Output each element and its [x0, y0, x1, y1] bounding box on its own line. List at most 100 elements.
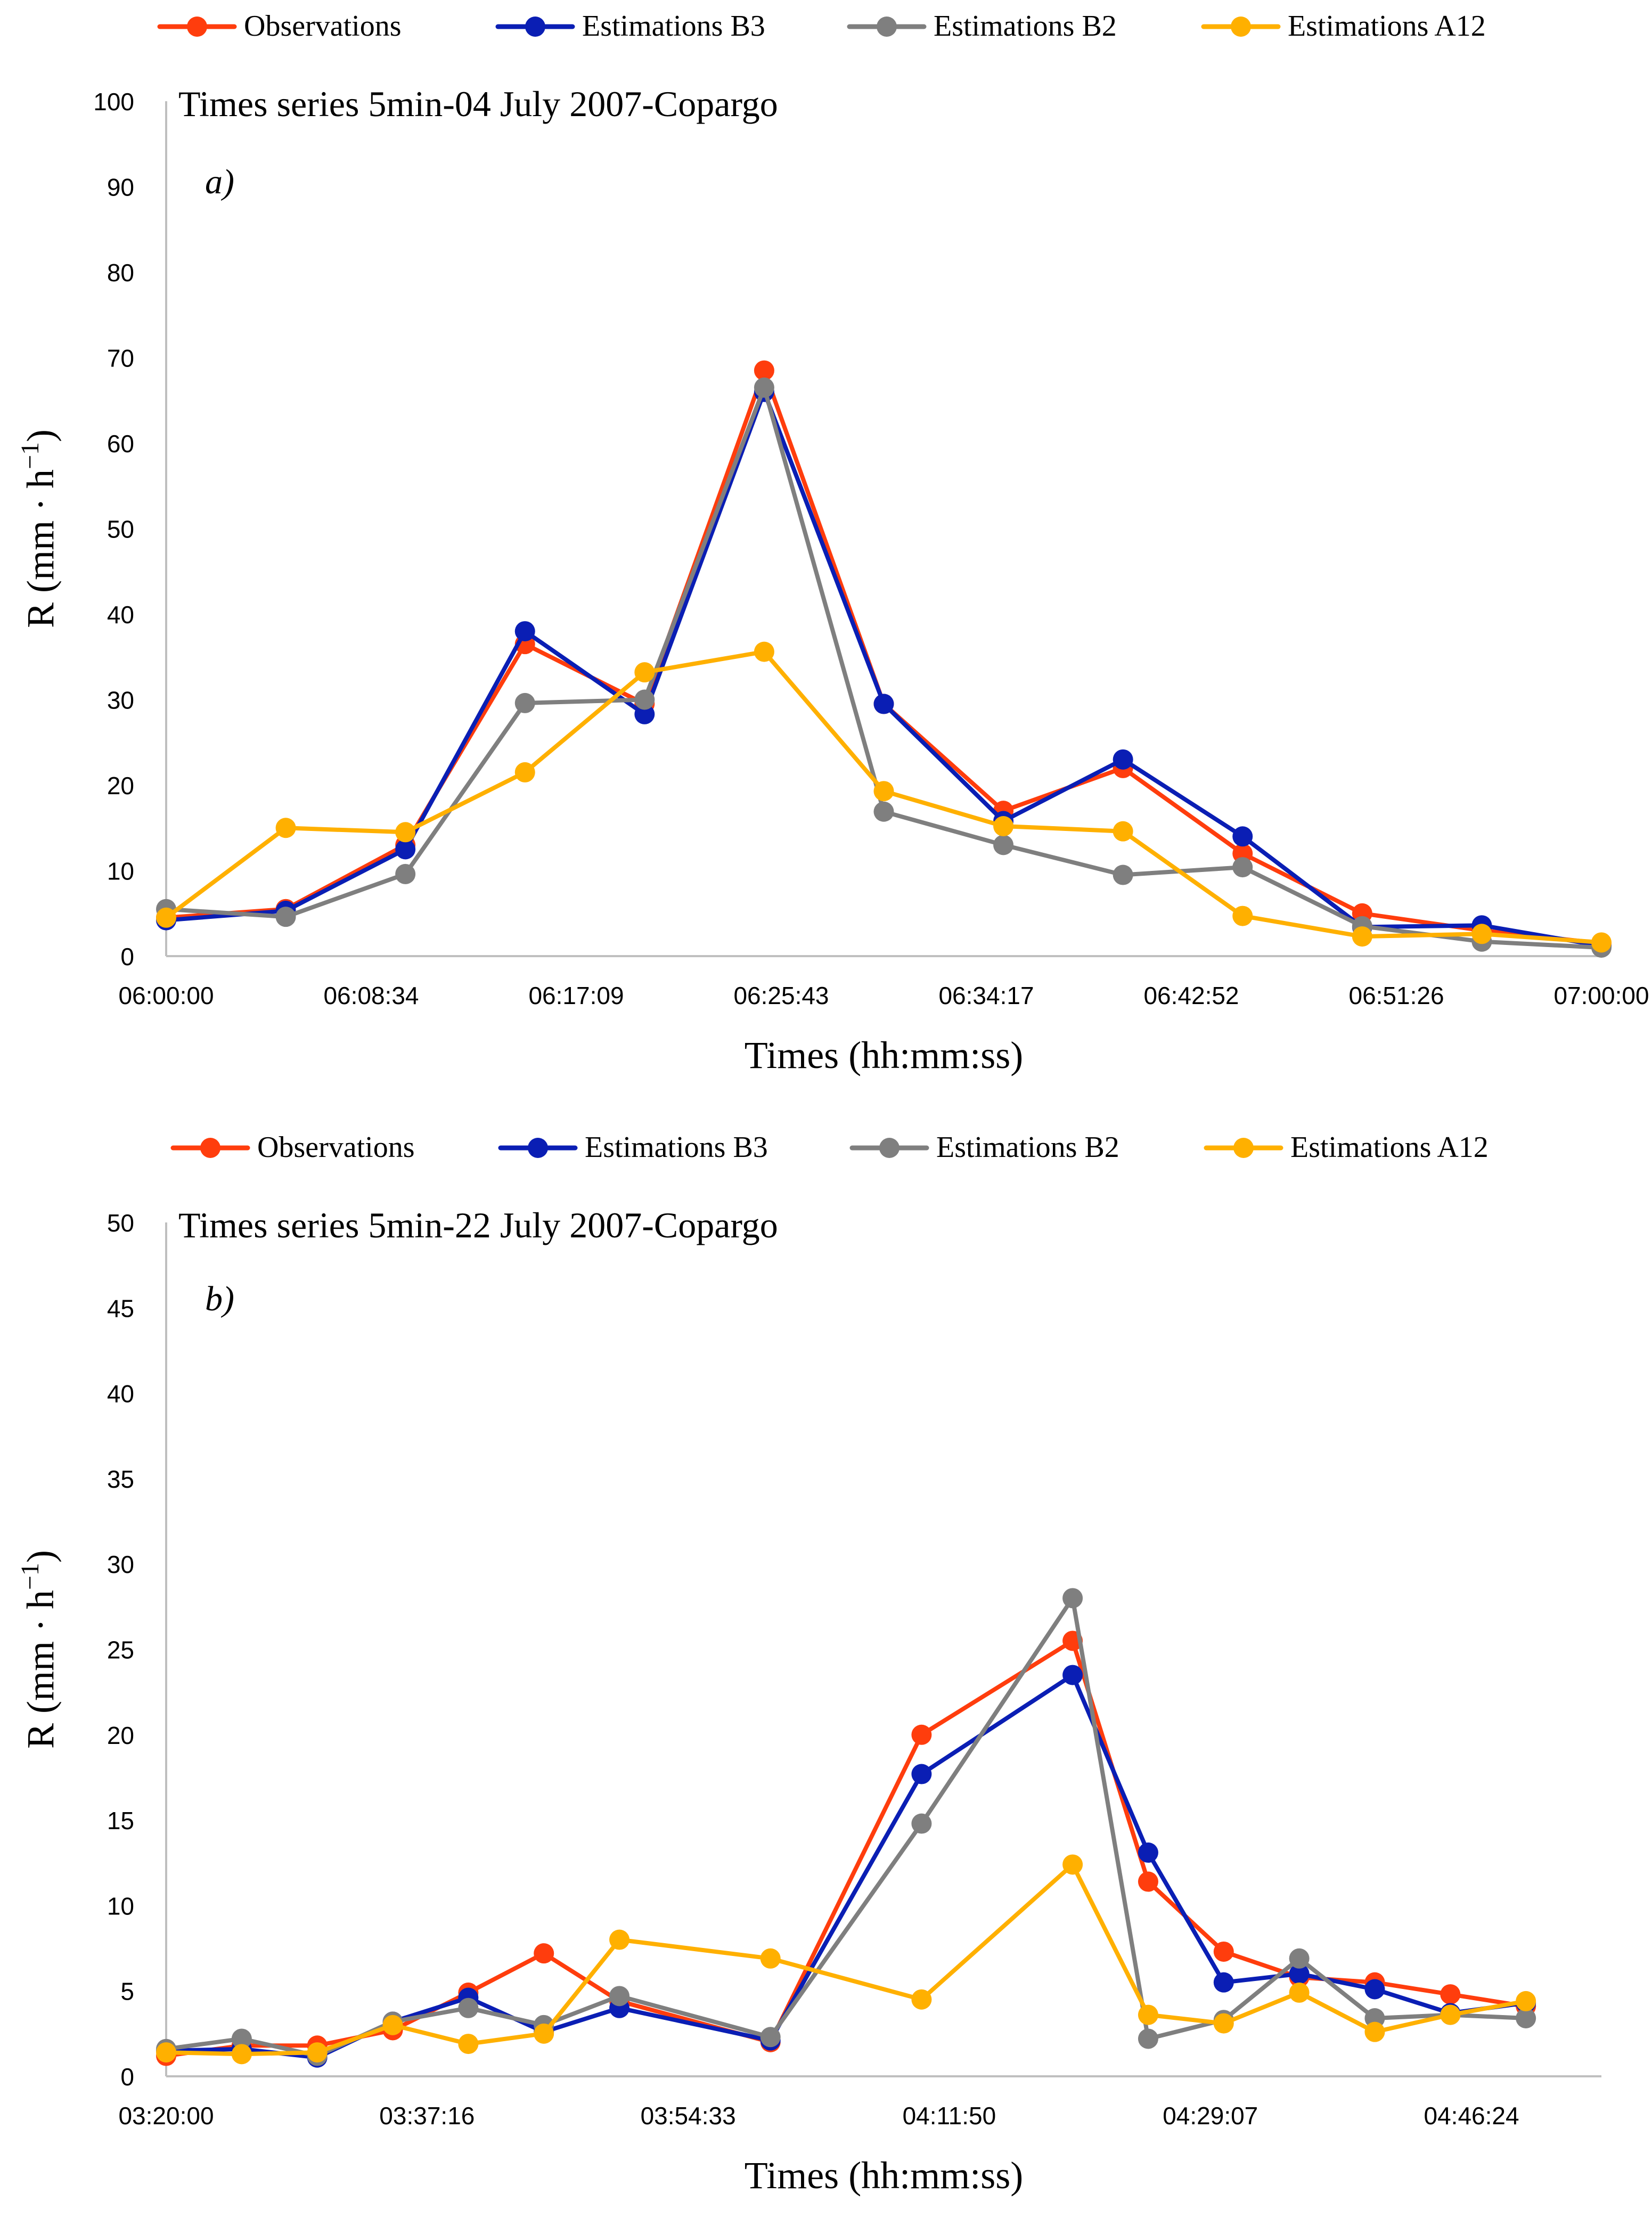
x-tick-label: 04:46:24 [1424, 2102, 1519, 2130]
legend-label: Estimations A12 [1290, 1131, 1489, 1164]
data-point [993, 816, 1014, 837]
series-observations [156, 1630, 1536, 2066]
legend-item: Estimations B2 [849, 1131, 1119, 1164]
x-tick-label: 06:34:17 [938, 982, 1034, 1009]
y-tick-label: 40 [107, 1380, 134, 1408]
y-tick-label: 100 [93, 88, 134, 116]
series-estimations-b3 [156, 381, 1612, 956]
y-tick-label: 30 [107, 687, 134, 714]
data-point [1289, 1982, 1310, 2003]
series-line [164, 1862, 1528, 2057]
data-point [993, 835, 1014, 855]
data-point [156, 907, 176, 928]
data-point [534, 2023, 554, 2044]
x-tick-label: 06:25:43 [733, 982, 829, 1009]
legend-item: Estimations A12 [1204, 1131, 1489, 1164]
legend-marker-swatch [1231, 17, 1251, 37]
y-tick-label: 40 [107, 601, 134, 629]
data-point [1138, 1842, 1158, 1863]
data-point [609, 1986, 630, 2007]
x-tick-label: 04:29:07 [1163, 2102, 1258, 2130]
legend-label: Estimations B3 [582, 10, 765, 43]
data-point [1289, 1963, 1310, 1984]
legend-label: Observations [257, 1131, 415, 1164]
y-tick-label: 5 [120, 1978, 134, 2005]
legend-label: Estimations B2 [934, 10, 1117, 43]
y-axis-label-close: ) [19, 1550, 62, 1563]
y-tick-label: 45 [107, 1294, 134, 1322]
legend-marker-swatch [877, 17, 897, 37]
series-line [164, 368, 1604, 945]
x-tick-label: 03:20:00 [118, 2102, 214, 2130]
legend-marker-swatch [200, 1138, 220, 1158]
x-axis-label: Times (hh:mm:ss) [745, 2154, 1023, 2197]
data-point [873, 781, 894, 802]
data-point [760, 1948, 781, 1969]
data-point [1213, 1972, 1234, 1993]
data-point [1138, 1871, 1158, 1892]
y-axis-label-close: ) [19, 429, 62, 442]
data-point [1516, 1991, 1536, 2011]
x-tick-label: 07:00:00 [1553, 982, 1649, 1009]
y-tick-label: 70 [107, 345, 134, 372]
legend-item: Observations [170, 1131, 415, 1164]
y-axis-label-exponent: −1 [16, 1563, 44, 1590]
legend-item: Estimations B3 [498, 1131, 768, 1164]
data-point [1232, 857, 1253, 878]
data-point [634, 689, 655, 710]
data-point [1471, 924, 1492, 944]
data-point [754, 377, 774, 398]
legend-label: Estimations B3 [585, 1131, 768, 1164]
data-point [754, 360, 774, 381]
data-point [1113, 749, 1133, 770]
y-axis-label: R (mm · h−1) [16, 429, 62, 628]
data-point [873, 694, 894, 714]
y-tick-label: 30 [107, 1551, 134, 1578]
legend: Observations Estimations B3 Estimations B2… [170, 1131, 1489, 1164]
data-point [307, 2042, 328, 2063]
x-tick-label: 06:51:26 [1348, 982, 1444, 1009]
y-tick-label: 10 [107, 858, 134, 885]
data-point [1591, 932, 1612, 953]
data-point [1138, 2028, 1158, 2049]
data-point [395, 863, 416, 884]
series-line [164, 1673, 1528, 2060]
y-tick-label: 35 [107, 1465, 134, 1493]
data-point [1062, 1588, 1083, 1609]
data-point [911, 1764, 932, 1784]
y-tick-label: 60 [107, 430, 134, 458]
y-axis-label: R (mm · h−1) [16, 1550, 62, 1749]
y-tick-label: 15 [107, 1807, 134, 1834]
legend-label: Estimations A12 [1288, 10, 1486, 43]
y-tick-label: 20 [107, 772, 134, 800]
data-point [1062, 1854, 1083, 1875]
data-point [534, 1943, 554, 1964]
x-tick-label: 06:08:34 [323, 982, 419, 1009]
data-point [1352, 926, 1372, 947]
legend-marker-swatch [528, 1138, 548, 1158]
series-line [164, 1638, 1528, 2058]
data-point [1289, 1948, 1310, 1969]
legend-label: Estimations B2 [936, 1131, 1119, 1164]
data-point [634, 704, 655, 724]
data-point [275, 907, 296, 927]
x-axis-label: Times (hh:mm:ss) [745, 1034, 1023, 1077]
x-tick-label: 03:54:33 [641, 2102, 736, 2130]
panel-label: b) [205, 1279, 234, 1318]
series-estimations-b2 [156, 1588, 1536, 2066]
legend-item: Estimations B2 [847, 10, 1117, 43]
data-point [275, 818, 296, 838]
data-point [231, 2044, 252, 2065]
data-point [1113, 865, 1133, 885]
data-point [395, 839, 416, 860]
y-tick-label: 90 [107, 174, 134, 201]
data-point [514, 621, 535, 642]
y-tick-label: 80 [107, 259, 134, 287]
data-point [156, 2042, 176, 2063]
legend-marker-swatch [525, 17, 545, 37]
data-point [911, 1989, 932, 2010]
chart-a: Observations Estimations B3 Estimations B2… [16, 10, 1649, 1077]
series-line [164, 389, 1604, 948]
legend-marker-swatch [1233, 1138, 1254, 1158]
